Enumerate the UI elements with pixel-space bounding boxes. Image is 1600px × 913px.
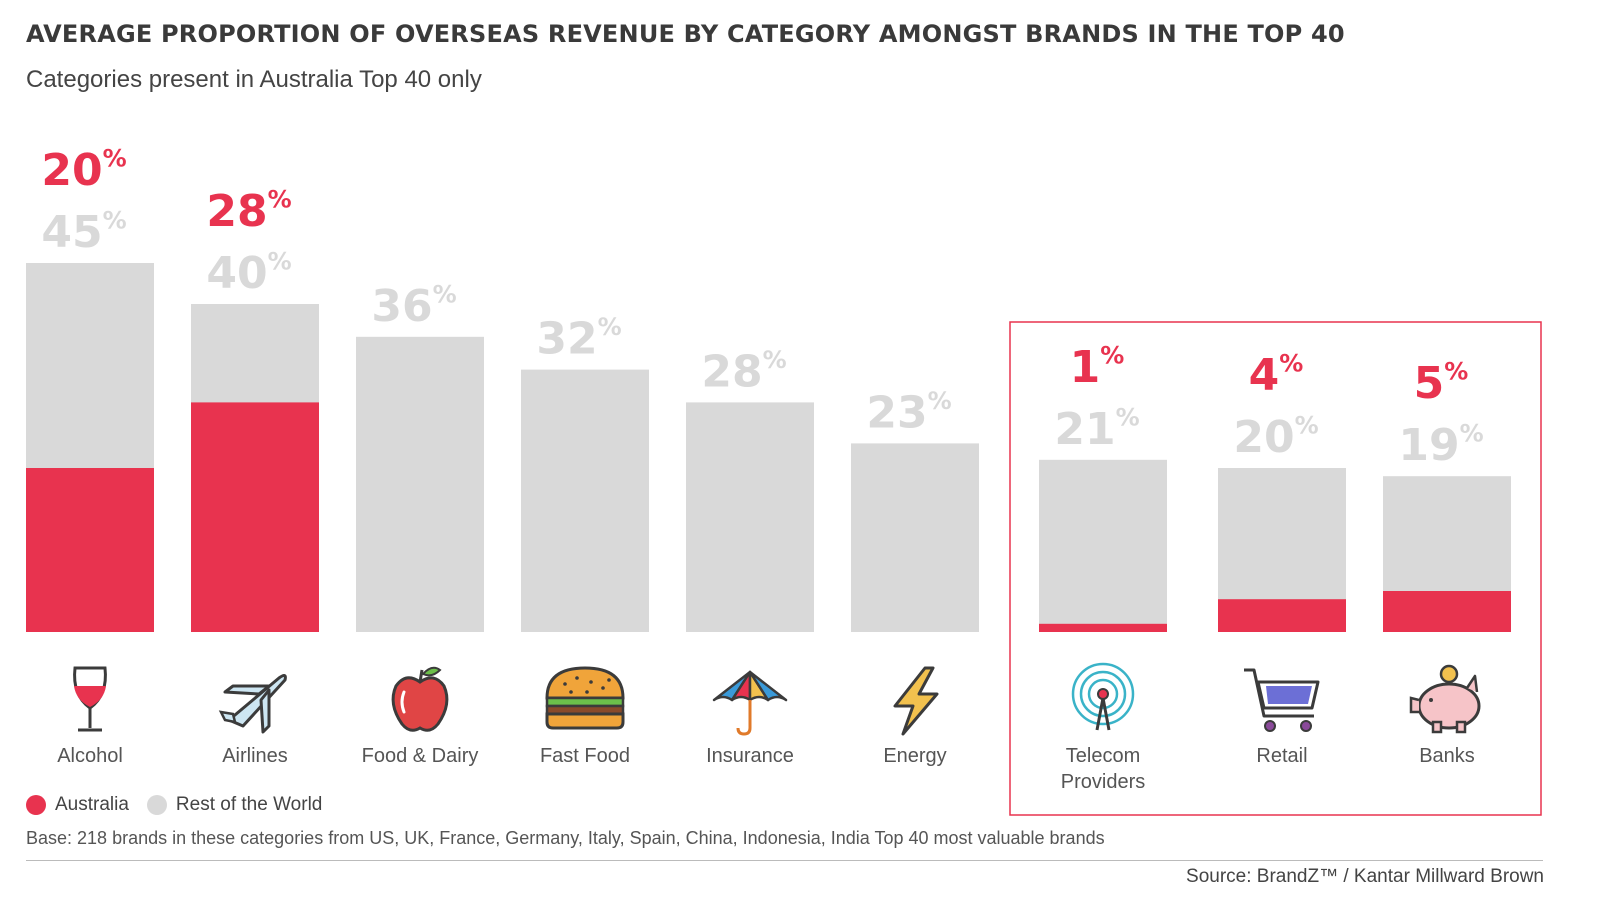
bar-rest-of-world-energy bbox=[851, 443, 979, 632]
bar-australia-airlines bbox=[191, 402, 319, 632]
bar-australia-banks bbox=[1383, 591, 1511, 632]
bar-group-alcohol: Alcohol bbox=[26, 263, 154, 767]
bar-australia-telecom-providers bbox=[1039, 623, 1167, 632]
category-label-energy: Energy bbox=[883, 745, 946, 767]
bar-rest-of-world-food-dairy bbox=[356, 336, 484, 632]
bar-group-airlines: Airlines bbox=[191, 304, 319, 767]
bar-group-insurance: Insurance bbox=[686, 402, 814, 767]
source-note: Source: BrandZ™ / Kantar Millward Brown bbox=[1186, 866, 1544, 887]
category-label-telecom-providers: Telecom bbox=[1066, 745, 1140, 767]
value-label-australia-retail: 4% bbox=[1249, 350, 1304, 401]
umbrella-icon bbox=[712, 670, 788, 736]
bar-group-fast-food: Fast Food bbox=[521, 369, 649, 767]
category-label-alcohol: Alcohol bbox=[57, 745, 123, 767]
chart-subtitle: Categories present in Australia Top 40 o… bbox=[26, 66, 482, 93]
value-label-australia-telecom-providers: 1% bbox=[1070, 341, 1125, 392]
legend-label-rest-of-world: Rest of the World bbox=[175, 794, 323, 815]
value-label-rest-banks: 19% bbox=[1398, 420, 1483, 471]
legend-swatch-australia bbox=[26, 795, 46, 815]
chart-title: AVERAGE PROPORTION OF OVERSEAS REVENUE B… bbox=[26, 20, 1345, 48]
legend-label-australia: Australia bbox=[55, 794, 129, 815]
value-label-australia-airlines: 28% bbox=[206, 186, 291, 237]
bar-group-food-dairy: Food & Dairy bbox=[356, 336, 484, 767]
legend-swatch-rest-of-world bbox=[146, 795, 167, 815]
lightning-icon bbox=[893, 666, 939, 736]
piggy-bank-icon bbox=[1409, 664, 1481, 734]
bar-group-retail: Retail bbox=[1218, 468, 1346, 767]
bar-rest-of-world-telecom-providers bbox=[1039, 459, 1167, 632]
value-label-rest-energy: 23% bbox=[866, 387, 951, 438]
bar-group-energy: Energy bbox=[851, 443, 979, 767]
value-label-australia-alcohol: 20% bbox=[41, 145, 126, 196]
value-label-australia-banks: 5% bbox=[1414, 358, 1469, 409]
bar-rest-of-world-insurance bbox=[686, 402, 814, 632]
value-label-rest-food-dairy: 36% bbox=[371, 280, 456, 331]
legend: Australia Rest of the World bbox=[26, 794, 340, 816]
apple-icon bbox=[391, 666, 449, 732]
bar-rest-of-world-fast-food bbox=[521, 369, 649, 632]
legend-item-australia: Australia bbox=[26, 794, 129, 816]
value-label-rest-retail: 20% bbox=[1233, 412, 1318, 463]
base-note: Base: 218 brands in these categories fro… bbox=[26, 828, 1105, 848]
value-label-rest-fast-food: 32% bbox=[536, 313, 621, 364]
bar-australia-alcohol bbox=[26, 468, 154, 632]
airplane-icon bbox=[218, 673, 287, 734]
divider bbox=[26, 860, 1543, 861]
category-label-airlines: Airlines bbox=[222, 745, 288, 767]
burger-icon bbox=[545, 666, 625, 730]
bar-group-telecom-providers: Telecom Providers bbox=[1039, 459, 1167, 793]
value-label-rest-airlines: 40% bbox=[206, 248, 291, 299]
bar-group-banks: Banks bbox=[1383, 476, 1511, 767]
value-label-rest-alcohol: 45% bbox=[41, 207, 126, 258]
category-label-telecom-providers: Providers bbox=[1061, 771, 1145, 793]
category-label-food-dairy: Food & Dairy bbox=[362, 745, 479, 767]
wine-glass-icon bbox=[73, 666, 107, 732]
legend-item-rest-of-world: Rest of the World bbox=[146, 794, 323, 816]
shopping-cart-icon bbox=[1244, 668, 1320, 732]
highlight-box bbox=[1009, 321, 1542, 816]
value-label-rest-telecom-providers: 21% bbox=[1054, 403, 1139, 454]
category-label-retail: Retail bbox=[1256, 745, 1307, 767]
value-label-rest-insurance: 28% bbox=[701, 346, 786, 397]
category-label-banks: Banks bbox=[1419, 745, 1475, 767]
category-label-insurance: Insurance bbox=[706, 745, 794, 767]
category-label-fast-food: Fast Food bbox=[540, 745, 630, 767]
bar-australia-retail bbox=[1218, 599, 1346, 632]
signal-tower-icon bbox=[1071, 662, 1135, 731]
